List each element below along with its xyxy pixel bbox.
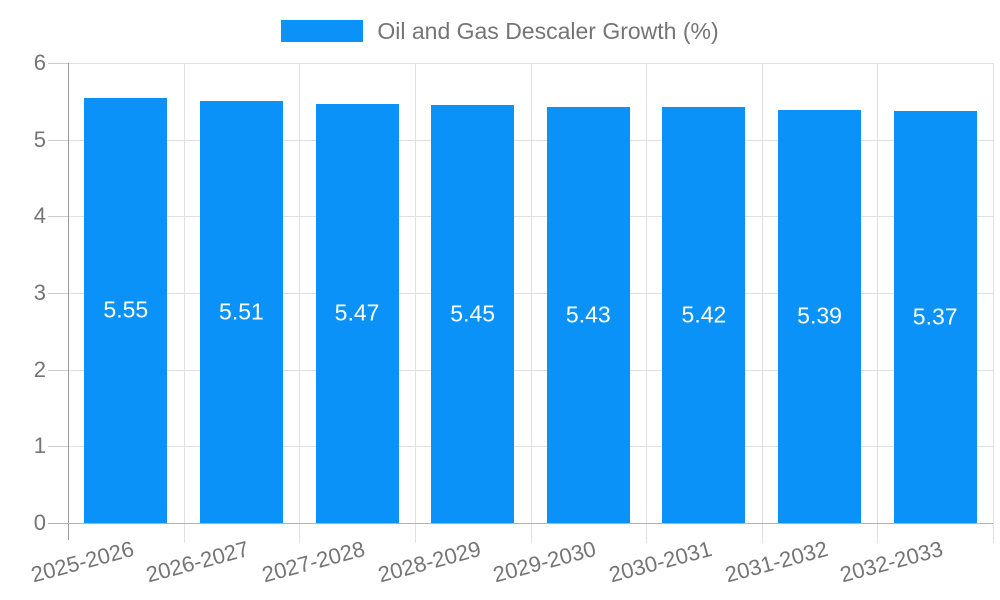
x-tick-mark [183,523,185,543]
x-tick-mark [299,523,301,543]
y-axis-tick-label: 2 [33,356,46,382]
x-gridline [761,63,763,523]
chart-legend: Oil and Gas Descaler Growth (%) [0,17,1000,45]
bar-value-label: 5.39 [797,302,842,329]
y-axis-tick-label: 6 [33,50,46,75]
x-tick-mark [993,523,994,543]
y-tick-mark [48,446,68,448]
bar-value-label: 5.51 [219,298,264,325]
y-axis-tick-label: 3 [33,280,46,305]
bar-value-label: 5.37 [912,303,958,330]
y-axis-tick-label: 5 [33,126,46,152]
bar [84,97,168,523]
bar-value-label: 5.43 [565,301,611,328]
x-gridline [646,63,648,523]
legend-swatch [281,20,364,42]
bar [431,105,515,523]
x-tick-mark [414,523,416,543]
bar-value-label: 5.45 [450,300,496,327]
x-tick-mark [877,523,879,543]
x-tick-mark [646,523,648,543]
x-gridline [877,63,879,523]
y-tick-mark [48,216,68,218]
bar [662,107,746,523]
x-axis-baseline [48,523,993,524]
x-gridline [993,63,994,523]
x-tick-mark [530,523,532,543]
bar-value-label: 5.55 [103,296,149,323]
x-gridline [414,63,416,523]
legend-label: Oil and Gas Descaler Growth (%) [377,17,719,44]
bar-value-label: 5.47 [334,299,380,326]
bar [893,111,977,523]
x-tick-mark [761,523,763,543]
y-axis-tick-label: 0 [33,510,46,535]
y-tick-mark [48,369,68,371]
bar-value-label: 5.42 [681,301,727,328]
y-axis-line [68,63,69,540]
bar [315,103,399,523]
x-gridline [183,63,185,523]
y-tick-mark [48,293,68,294]
y-axis-tick-label: 4 [33,203,46,229]
bar [546,106,630,523]
y-tick-mark [48,63,68,64]
y-axis-tick-label: 1 [33,433,46,459]
bar [778,109,862,523]
bar [199,100,283,523]
y-tick-mark [48,139,68,141]
x-gridline [530,63,532,523]
x-gridline [299,63,301,523]
